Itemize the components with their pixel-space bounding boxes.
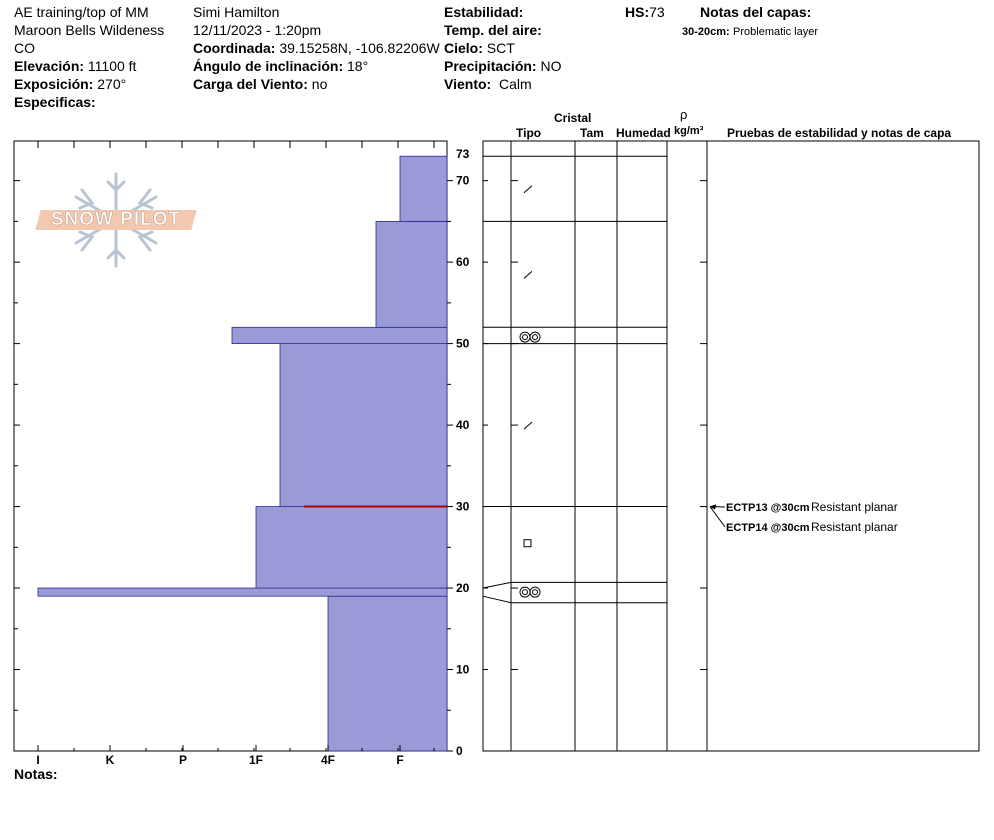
melt-freeze-crust-icon [519,331,531,343]
layer-bar-6 [399,155,448,222]
type-header: Tipo [516,126,542,140]
sky-label: Cielo: [444,40,483,56]
wind-load-value: no [311,76,328,92]
melt-freeze-crust-icon [522,334,528,341]
height-label-20: 20 [456,581,470,595]
hardness-label-P: P [179,753,187,767]
size-header: Tam [580,126,604,140]
test-name-1: ECTP14 @30cm [726,522,810,534]
melt-freeze-crust-icon [532,334,538,341]
layer-bar-2 [255,506,448,589]
hs-row: HS:73 [625,3,665,21]
datetime-text: 12/11/2023 - 1:20pm [193,22,322,38]
melt-freeze-crust-icon [529,331,541,343]
height-label-10: 10 [456,663,470,677]
slope-label: Ángulo de inclinación: [193,58,344,74]
hardness-label-1F: 1F [249,753,263,767]
height-label-50: 50 [456,337,470,351]
specifics-label: Especificas: [14,94,96,110]
aspect-label: Exposición: [14,76,94,92]
observer-text: Simi Hamilton [193,4,280,20]
layer-table-frame [482,140,980,752]
hardness-label-F: F [396,753,403,767]
precip-value: NO [540,58,562,74]
location-text: AE training/top of MM [14,4,149,20]
layer-bar-0 [327,595,448,752]
aspect-value: 270° [97,76,127,92]
layer-bar-4 [231,326,448,344]
slope-row: Ángulo de inclinación: 18° [193,57,368,75]
height-label-40: 40 [456,418,470,432]
melt-freeze-crust-icon [522,589,528,596]
test-name-0: ECTP13 @30cm [726,502,810,514]
density-unit: kg/m³ [674,125,704,137]
decomposing-fragments-icon [523,185,533,194]
hs-value: 73 [649,4,665,20]
hs-label: HS: [625,4,650,20]
test-result-1: Resistant planar [811,520,898,534]
test-leader-1 [709,506,726,528]
wind-load-row: Carga del Viento: no [193,75,327,93]
layer-note-row: 30-20cm: Problematic layer [682,22,818,41]
stability-label: Estabilidad: [444,4,524,20]
wind-value: Calm [498,76,532,92]
sky-row: Cielo: SCT [444,39,515,57]
layer-bar-5 [375,220,448,328]
moisture-header: Humedad [616,126,671,140]
layer-note-range: 30-20cm: [682,26,730,38]
tests-header: Pruebas de estabilidad y notas de capa [727,126,952,140]
elevation-value: 11100 ft [87,58,137,74]
faceted-crystals-icon [523,539,532,548]
air-temp-label: Temp. del aire: [444,22,542,38]
test-arrow-1 [710,504,716,510]
range-text: Maroon Bells Wildeness [14,22,165,38]
crystal-header: Cristal [554,111,592,125]
snowpilot-logo: SNOW PILOT [35,170,197,270]
coordinate-label: Coordinada: [193,40,276,56]
layer-boundary-6 [482,595,667,604]
melt-freeze-crust-icon [529,586,541,598]
aspect-row: Exposición: 270° [14,75,126,93]
height-label-30: 30 [456,500,470,514]
density-symbol: ρ [680,107,688,122]
wind-load-label: Carga del Viento: [193,76,308,92]
precip-label: Precipitación: [444,58,537,74]
sky-value: SCT [486,40,515,56]
height-label-73: 73 [456,147,470,161]
hardness-label-K: K [106,753,115,767]
slope-value: 18° [347,58,369,74]
coordinate-row: Coordinada: 39.15258N, -106.82206W [193,39,440,57]
wind-label: Viento: [444,76,492,92]
melt-freeze-crust-icon [532,589,538,596]
notes-label: Notas: [14,766,58,782]
height-label-0: 0 [456,744,463,758]
precip-row: Precipitación: NO [444,57,561,75]
layer-notes-label: Notas del capas: [700,4,812,20]
wind-row: Viento: Calm [444,75,532,93]
test-result-0: Resistant planar [811,500,898,514]
coordinate-value: 39.15258N, -106.82206W [279,40,440,56]
hardness-label-4F: 4F [321,753,335,767]
melt-freeze-crust-icon [519,586,531,598]
layer-bar-1 [37,587,448,597]
layer-note-text: Problematic layer [733,26,819,38]
state-text: CO [14,40,35,56]
height-label-60: 60 [456,255,470,269]
elevation-label: Elevación: [14,58,85,74]
layer-bar-3 [279,343,448,507]
decomposing-fragments-icon [523,421,533,430]
layer-boundary-5 [482,581,667,589]
decomposing-fragments-icon [523,270,533,279]
logo-text: SNOW PILOT [50,209,182,231]
hardness-label-I: I [36,753,39,767]
elevation-row: Elevación: 11100 ft [14,57,136,75]
height-label-70: 70 [456,174,470,188]
